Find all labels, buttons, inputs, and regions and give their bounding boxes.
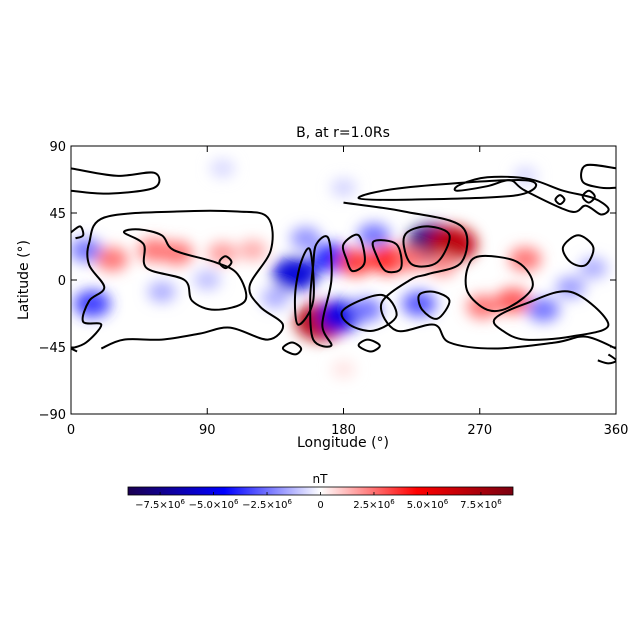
colorbar-tick-label: −5.0×106: [189, 498, 239, 511]
contour-line: [281, 341, 303, 356]
heatmap-blob: [369, 244, 409, 274]
heatmap-blob: [193, 270, 221, 290]
heatmap-blob: [495, 288, 531, 314]
contour-line: [597, 353, 616, 365]
neutral-line-contours: [71, 163, 616, 365]
contour-line: [402, 225, 451, 268]
heatmap-blob: [331, 360, 356, 379]
contour-line: [71, 209, 284, 350]
y-axis-label: Latitude (°): [16, 240, 32, 320]
contour-line: [581, 189, 596, 204]
contour-line: [554, 194, 566, 206]
x-tick-label: 180: [331, 423, 356, 438]
x-tick-label: 270: [467, 423, 492, 438]
contour-line: [309, 235, 333, 348]
colorbar-tick-label: 2.5×106: [353, 498, 395, 511]
contour-line: [71, 167, 161, 195]
heatmap-blob: [238, 239, 267, 261]
y-tick-label: −45: [39, 341, 66, 356]
colorbar-label: nT: [313, 472, 329, 486]
y-axis-ticks: −90 −45 0 45 90: [39, 140, 616, 423]
contour-line: [464, 254, 534, 313]
contour-line: [71, 225, 85, 240]
x-axis-ticks: 0 90 180 270 360: [67, 146, 629, 438]
contour-line: [218, 255, 233, 270]
heatmap-blob: [395, 247, 428, 272]
chart-title: B, at r=1.0Rs: [296, 125, 390, 141]
contour-line: [453, 175, 610, 216]
colorbar-tick-label: 5.0×106: [407, 498, 449, 511]
heatmap-blob: [272, 257, 318, 291]
heatmap-blob: [95, 247, 129, 272]
contour-line: [357, 179, 538, 201]
contour-line: [123, 228, 248, 311]
x-tick-label: 90: [199, 423, 216, 438]
y-tick-label: 0: [58, 274, 66, 289]
heatmap-blob: [579, 257, 608, 279]
contour-line: [561, 234, 595, 268]
heatmap-blob: [508, 247, 542, 272]
colorbar-tick-label: 0: [317, 500, 323, 511]
heatmap-blob: [357, 223, 390, 248]
y-tick-label: 45: [49, 207, 66, 222]
contour-line: [293, 247, 315, 326]
plot-area: 0 90 180 270 360 −90 −45 0 45 90: [39, 140, 629, 438]
heatmap-blob: [555, 276, 586, 299]
contour-line: [580, 163, 616, 190]
colorbar-tick-label: 7.5×106: [460, 498, 502, 511]
x-tick-label: 360: [604, 423, 629, 438]
y-tick-label: 90: [49, 140, 66, 155]
contour-line: [492, 290, 610, 341]
x-tick-label: 0: [67, 423, 75, 438]
contour-line: [341, 233, 366, 273]
heatmap-blob: [147, 281, 176, 303]
x-axis-label: Longitude (°): [297, 435, 389, 451]
y-tick-label: −90: [39, 408, 66, 423]
heatmap-blob: [350, 297, 383, 322]
heatmap-blob: [527, 297, 560, 322]
contour-line: [71, 347, 78, 353]
contour-line: [343, 201, 616, 350]
contour-line: [417, 290, 451, 320]
heatmap-blob: [290, 227, 321, 250]
contour-line: [371, 239, 403, 274]
heatmap-blob: [261, 287, 290, 309]
heatmap-blob: [330, 178, 357, 197]
colorbar: nT −7.5×106 −5.0×106 −2.5×106 0 2.5×106 5.0×1…: [127, 472, 514, 511]
heatmap-blob: [426, 253, 458, 277]
heatmap-blob: [160, 241, 194, 266]
colorbar-tick-label: −7.5×106: [135, 498, 185, 511]
heatmap-blob: [210, 159, 235, 178]
heatmap-blob: [73, 290, 111, 318]
contour-line: [357, 338, 381, 353]
colorbar-tick-label: −2.5×106: [242, 498, 292, 511]
colorbar-ticks: −7.5×106 −5.0×106 −2.5×106 0 2.5×106 5.0×106 7…: [135, 492, 502, 511]
